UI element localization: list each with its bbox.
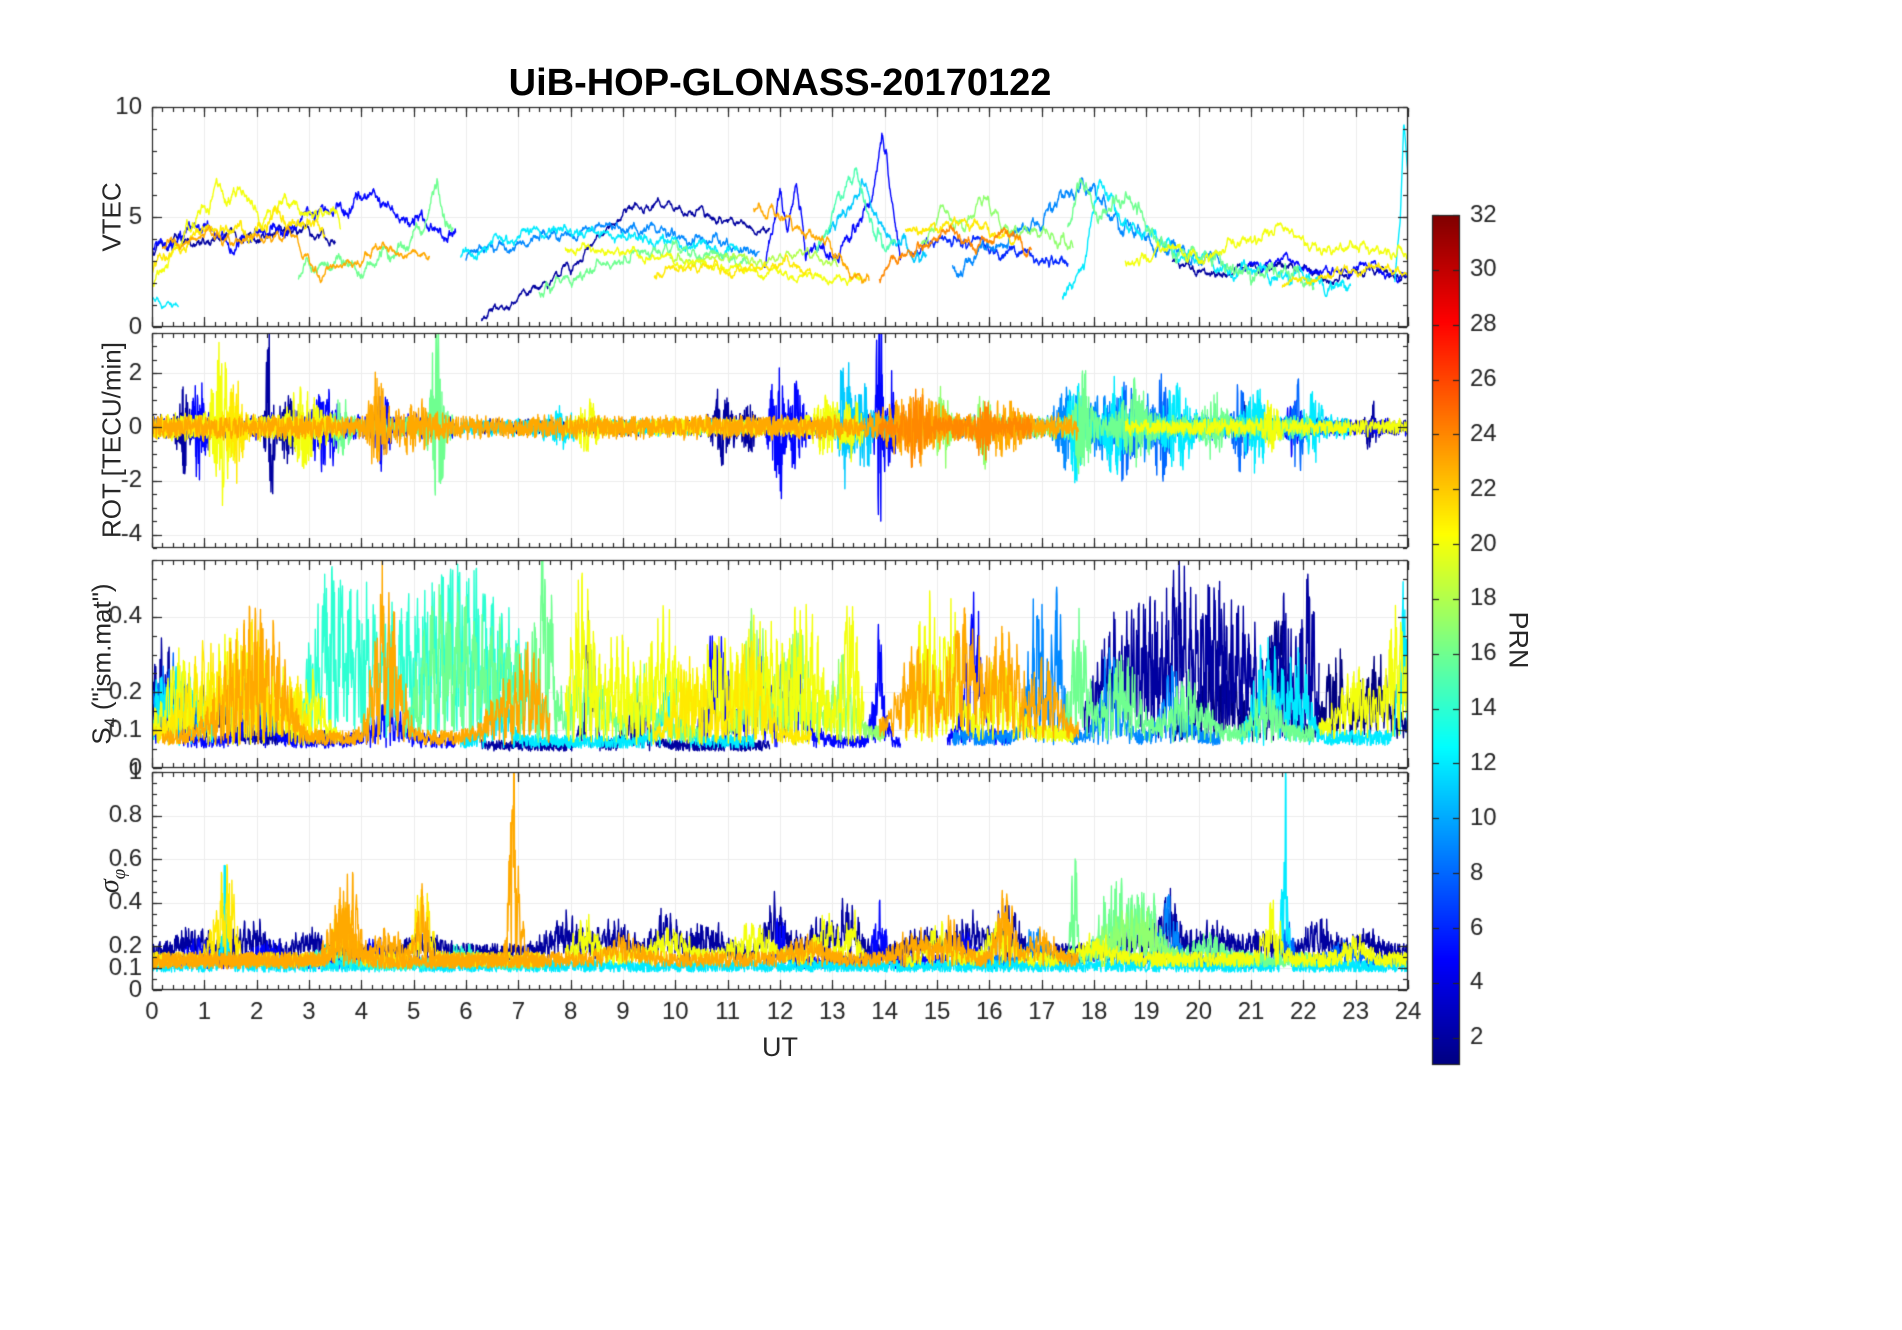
s4-axis-label: S4 ("ism.mat") <box>86 583 121 744</box>
chart-title: UiB-HOP-GLONASS-20170122 <box>508 62 1052 104</box>
s4-label-main: S <box>86 727 117 745</box>
x-axis-label: UT <box>762 1032 798 1062</box>
sigma-label-sub: φ <box>108 868 130 880</box>
rot-axis-label: ROT [TECU/min] <box>96 342 127 538</box>
sigma-label-main: σ <box>94 879 126 894</box>
vtec-axis-label: VTEC <box>96 182 127 252</box>
colorbar-label: PRN <box>1503 611 1534 669</box>
s4-label-rest: ("ism.mat") <box>86 583 117 718</box>
sigma-phi-axis-label: σφ <box>93 869 131 893</box>
s4-label-sub: 4 <box>100 717 121 728</box>
